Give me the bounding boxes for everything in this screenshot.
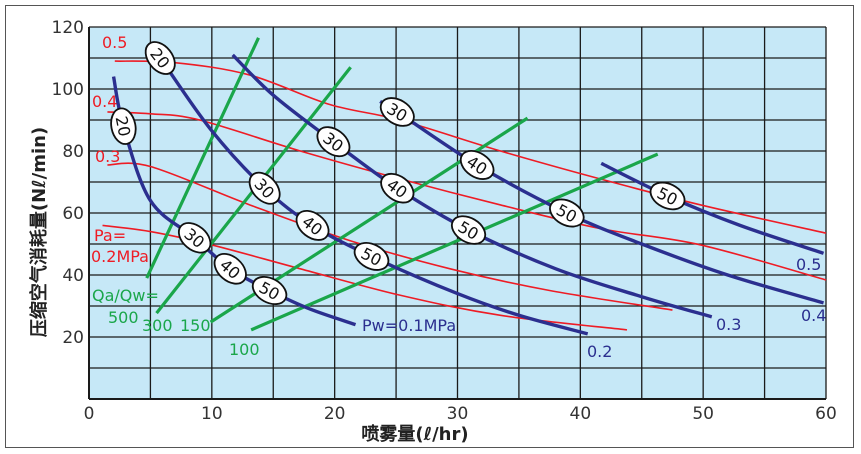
marker-ellipse [379,97,415,127]
curve-marker: 20 [110,107,137,145]
x-tick-label: 30 [447,404,469,424]
y-tick-label: 60 [62,204,84,224]
water-pressure-label: 0.5 [796,255,821,274]
marker-ellipse [248,171,281,205]
x-tick-label: 10 [201,404,223,424]
marker-ellipse [459,149,495,180]
curve-marker: 50 [251,275,288,306]
curve-marker: 40 [213,253,247,285]
air-water-ratio-title: Qa/Qw= [92,286,159,305]
water-pressure-curve-0.3 [231,53,713,319]
air-pressure-label: Pa= [94,226,126,245]
x-tick-label: 0 [84,404,95,424]
marker-ellipse [213,253,247,285]
curve-marker: 30 [248,171,281,205]
marker-ellipse [251,275,288,306]
air-water-ratio-label: 150 [180,316,211,335]
marker-ellipse [649,181,686,211]
curve-marker: 50 [353,241,390,271]
y-tick-label: 80 [62,142,84,162]
y-tick-label: 20 [62,328,84,348]
x-tick-label: 50 [692,404,714,424]
air-water-ratio-line-500 [145,37,260,279]
air-pressure-label: 0.5 [102,33,127,52]
marker-ellipse [316,126,351,158]
air-pressure-label: 0.3 [95,147,120,166]
marker-ellipse [450,215,487,245]
air-water-ratio-label: 100 [229,340,260,359]
y-tick-label: 100 [52,80,84,100]
curve-marker: 50 [549,198,585,228]
air-water-ratio-line-100 [250,152,659,332]
air-water-ratio-label: 300 [142,316,173,335]
water-pressure-label: 0.2 [587,342,612,361]
y-axis-title: 压缩空气消耗量(Nℓ/min) [28,127,50,337]
x-tick-label: 60 [815,404,837,424]
marker-ellipse [380,172,415,204]
water-pressure-label: 0.4 [801,306,826,325]
y-tick-label: 40 [62,266,84,286]
air-water-ratio-label: 500 [108,308,139,327]
x-tick-label: 40 [570,404,592,424]
air-pressure-curve-0.5 [114,60,827,234]
curve-marker: 30 [316,126,351,158]
water-pressure-label: 0.3 [716,315,741,334]
curve-marker: 50 [649,181,686,211]
curve-marker: 40 [459,149,495,180]
marker-ellipse [353,241,390,271]
marker-ellipse [110,107,137,145]
air-pressure-label: 0.2MPa [91,247,149,266]
air-pressure-curve-0.2 [102,224,628,331]
water-pressure-label: Pw=0.1MPa [362,316,456,335]
x-tick-label: 20 [324,404,346,424]
marker-ellipse [295,209,330,241]
marker-ellipse [144,41,176,75]
water-pressure-curve-0.5 [600,161,825,255]
air-pressure-label: 0.4 [92,92,117,111]
curve-marker: 50 [450,215,487,245]
chart-frame [5,5,854,448]
marker-label: 20 [112,114,135,138]
y-tick-label: 120 [52,18,84,38]
marker-ellipse [177,222,212,254]
x-axis-title: 喷雾量(ℓ/hr) [361,423,468,445]
curve-marker: 40 [380,172,415,204]
